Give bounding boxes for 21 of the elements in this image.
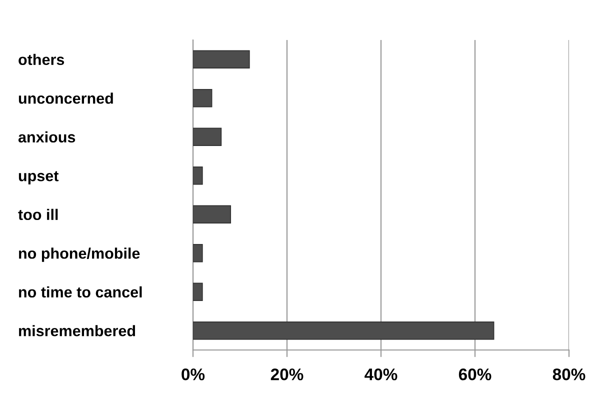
bar [193,282,203,302]
y-tick-label: no phone/mobile [19,248,140,262]
bar [193,128,222,146]
y-tick-label: upset [18,171,59,184]
y-tick-label: unconcerned [18,92,113,104]
x-tick-label: 60% [458,368,492,380]
y-tick-label: misremembered [19,325,136,336]
bar [193,50,250,69]
bar [193,166,203,185]
x-tick-label: 40% [364,368,398,380]
y-tick-label: too ill [18,208,58,220]
x-tick-label: 20% [270,368,304,380]
bar [193,205,232,224]
x-tick-label: 80% [552,368,586,380]
y-tick-label: others [18,54,64,66]
bar [193,88,212,108]
x-tick-label: 0% [182,368,205,380]
bar [193,321,494,340]
y-tick-label: no time to cancel [19,286,142,298]
y-tick-label: anxious [18,131,76,143]
bar [193,244,203,262]
